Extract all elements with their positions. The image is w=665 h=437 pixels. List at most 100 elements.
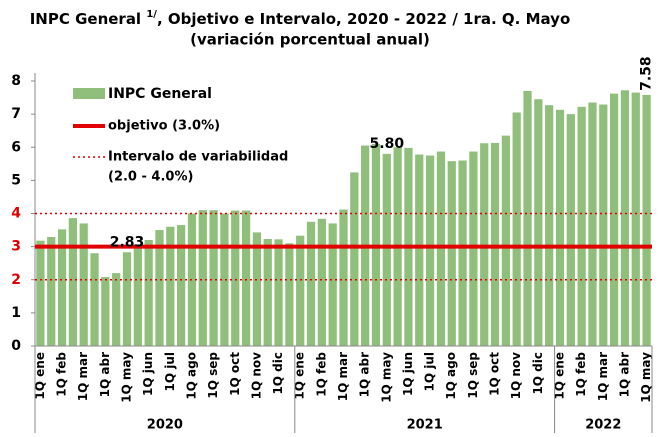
title-sup: 1/ [146, 9, 157, 20]
bar [642, 94, 651, 346]
x-tick-label: 1Q mar [76, 352, 90, 401]
x-tick-label: 1Q may [379, 352, 393, 403]
y-tick-label: 7 [11, 106, 21, 122]
bar [220, 213, 229, 346]
group-label: 2022 [585, 418, 621, 433]
bar [555, 109, 565, 346]
bar [274, 239, 283, 346]
bar [382, 153, 391, 346]
x-tick-label: 1Q jul [163, 352, 177, 392]
data-label: 2.83 [110, 234, 145, 250]
x-tick-label: 1Q abr [98, 352, 112, 397]
bar [436, 151, 446, 346]
bar [425, 155, 435, 346]
bar [631, 92, 640, 346]
bar [155, 230, 164, 346]
x-tick-label: 1Q dic [531, 352, 545, 395]
x-tick-label: 1Q oct [228, 352, 242, 396]
bar [415, 154, 424, 346]
x-tick-label: 1Q ene [293, 352, 307, 400]
legend-label: objetivo (3.0%) [108, 119, 220, 134]
group-label: 2020 [147, 418, 183, 433]
x-tick-label: 1Q jul [423, 352, 437, 392]
bar [447, 161, 456, 346]
bar [620, 90, 630, 347]
bar [47, 237, 56, 346]
bar [512, 112, 521, 346]
x-tick-label: 1Q may [639, 352, 653, 403]
x-tick-label: 1Q feb [574, 352, 588, 397]
x-tick-label: 1Q mar [596, 352, 610, 401]
x-tick-label: 1Q dic [271, 352, 285, 395]
bar [241, 210, 251, 346]
x-tick-label: 1Q ago [444, 352, 458, 400]
bar [209, 210, 218, 346]
bar [599, 104, 608, 346]
bar [469, 151, 478, 346]
bar [122, 252, 132, 346]
x-tick-label: 1Q ene [33, 352, 47, 400]
bar [317, 218, 326, 346]
x-tick-label: 1Q jun [401, 352, 415, 396]
title-part: , Objetivo e Intervalo, 2020 - 2022 / 1r… [157, 10, 570, 28]
bar [523, 90, 532, 346]
bar [545, 105, 554, 347]
x-tick-label: 1Q jun [141, 352, 155, 396]
x-tick-label: 1Q mar [336, 352, 350, 401]
group-label: 2021 [407, 418, 443, 433]
bar [166, 226, 175, 346]
bar [79, 223, 88, 346]
y-tick-label: 5 [11, 172, 21, 188]
bar [501, 135, 510, 346]
y-tick-label: 4 [11, 206, 21, 222]
bar [296, 235, 305, 346]
x-tick-label: 1Q ene [552, 352, 566, 400]
legend-label: INPC General [108, 86, 212, 102]
bar [112, 273, 121, 346]
y-tick-label: 1 [11, 305, 21, 321]
bar [490, 142, 500, 346]
x-tick-label: 1Q nov [249, 352, 263, 400]
bar [339, 209, 348, 346]
data-label: 5.80 [370, 136, 405, 152]
bar [577, 106, 586, 347]
x-tick-label: 1Q may [120, 352, 134, 403]
bar [263, 239, 272, 346]
bar [198, 210, 207, 346]
bar [252, 232, 262, 346]
x-tick-label: 1Q oct [488, 352, 502, 396]
bar [133, 248, 142, 346]
y-tick-label: 3 [11, 239, 21, 255]
bar [57, 229, 67, 346]
bar [144, 240, 153, 346]
chart-subtitle: (variación porcentual anual) [190, 31, 430, 49]
chart-title: INPC General 1/, Objetivo e Intervalo, 2… [30, 9, 571, 28]
bar [350, 172, 359, 346]
bar [534, 99, 543, 346]
bar [610, 93, 619, 347]
bar [90, 253, 99, 346]
x-tick-label: 1Q sep [206, 352, 220, 399]
bar [328, 223, 337, 346]
x-tick-label: 1Q abr [358, 352, 372, 397]
legend-swatch [73, 88, 105, 99]
bar [566, 114, 575, 346]
y-tick-label: 0 [11, 338, 21, 354]
bar [231, 210, 240, 346]
bar [68, 218, 77, 346]
legend-label: (2.0 - 4.0%) [108, 170, 193, 185]
x-tick-label: 1Q feb [55, 352, 69, 397]
x-tick-label: 1Q nov [509, 352, 523, 400]
title-part: INPC General [30, 10, 147, 28]
x-tick-label: 1Q feb [314, 352, 328, 397]
x-tick-label: 1Q ago [184, 352, 198, 400]
bar [306, 221, 316, 346]
bar [588, 102, 597, 346]
y-tick-label: 8 [11, 73, 21, 89]
bar [458, 160, 467, 346]
bar [101, 277, 110, 346]
bar [177, 225, 186, 346]
legend-label: Intervalo de variabilidad [108, 150, 288, 165]
y-tick-label: 2 [11, 272, 21, 288]
